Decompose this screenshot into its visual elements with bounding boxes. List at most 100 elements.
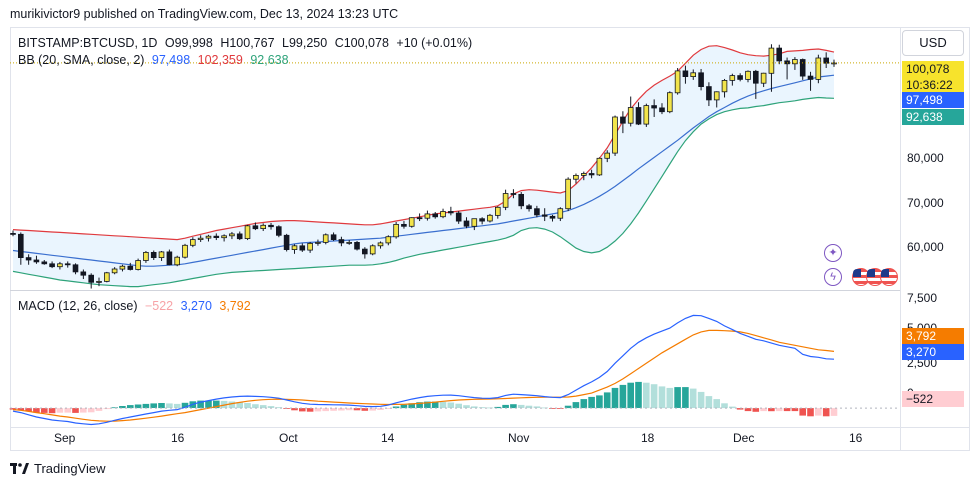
candle-down — [80, 271, 87, 276]
macd-histogram-bar — [666, 387, 674, 409]
change-value: +10 (+0.01%) — [396, 36, 473, 50]
macd-histogram-bar — [127, 405, 134, 409]
candle-up — [487, 214, 493, 222]
candle-up — [721, 80, 728, 93]
candle-up — [307, 242, 313, 251]
macd-histogram-bar — [822, 408, 830, 417]
candle-up — [57, 263, 63, 268]
publisher-line: murikivictor9 published on TradingView.c… — [10, 7, 399, 21]
candle-down — [33, 259, 40, 263]
candle-up — [244, 225, 251, 240]
candle-down — [807, 75, 814, 80]
macd-histogram-bar — [111, 407, 118, 409]
close-label: C — [334, 36, 344, 50]
candle-down — [706, 86, 712, 101]
bb-legend[interactable]: BB (20, SMA, close, 2) 97,498 102,359 92… — [18, 53, 293, 67]
candle-down — [17, 233, 24, 259]
candle-up — [260, 224, 266, 230]
candle-down — [432, 213, 438, 218]
candle-up — [502, 193, 509, 208]
macd-histogram-bar — [744, 408, 752, 412]
macd-signal-tag: 3,792 — [902, 328, 964, 344]
macd-histogram-bar — [439, 401, 447, 408]
macd-histogram-bar — [517, 404, 525, 408]
candle-down — [275, 226, 282, 236]
macd-pane — [9, 314, 838, 426]
time-label-dec: Dec — [733, 431, 755, 445]
candle-up — [408, 217, 415, 227]
candle-up — [158, 251, 165, 258]
macd-histogram-bar — [815, 408, 822, 416]
candle-up — [369, 245, 376, 255]
time-label-oct: Oct — [279, 431, 298, 445]
macd-histogram-bar — [807, 408, 814, 417]
macd-histogram-bar — [674, 387, 681, 408]
bb-upper-line — [12, 45, 835, 241]
macd-histogram-bar — [306, 408, 314, 412]
macd-histogram-bar — [783, 408, 791, 412]
open-label: O — [164, 36, 175, 50]
candle-down — [236, 233, 243, 240]
macd-histogram-bar — [353, 408, 361, 411]
macd-histogram-bar — [64, 408, 71, 413]
lightning-icon[interactable]: ϟ — [824, 268, 842, 286]
candle-down — [518, 193, 524, 207]
macd-histogram-bar — [502, 404, 509, 408]
candle-up — [792, 59, 798, 65]
macd-histogram-bar — [17, 408, 25, 411]
macd-histogram-bar — [471, 406, 478, 408]
price-tick-70000: 70,000 — [907, 196, 944, 210]
macd-histogram-bar — [689, 388, 697, 408]
candle-down — [49, 263, 55, 268]
macd-label: MACD (12, 26, close) — [18, 299, 138, 313]
macd-tick-7500: 7,500 — [907, 291, 938, 305]
macd-histogram-bar — [252, 404, 259, 409]
us-flag-event-icon[interactable] — [880, 268, 898, 286]
currency-button[interactable]: USD — [902, 30, 964, 56]
candle-down — [526, 205, 532, 210]
macd-histogram-bar — [603, 392, 611, 409]
tradingview-logo[interactable]: TradingView — [10, 461, 106, 476]
candle-down — [651, 105, 657, 109]
candle-up — [377, 242, 384, 247]
bb-band-fill — [13, 45, 834, 287]
candle-up — [612, 116, 618, 154]
macd-histogram-bar — [455, 403, 462, 408]
bb-basis-value: 97,498 — [151, 53, 191, 67]
macd-histogram-bar — [166, 403, 173, 408]
macd-histogram-bar — [119, 406, 126, 409]
price-tick-60000: 60,000 — [907, 240, 944, 254]
candle-down — [25, 257, 32, 261]
countdown-value: 10:36:22 — [906, 78, 953, 92]
time-label-sep: Sep — [54, 431, 76, 445]
candle-down — [447, 211, 454, 214]
macd-histogram-bar — [291, 408, 298, 411]
candle-up — [96, 280, 102, 283]
candle-up — [768, 47, 775, 74]
candle-down — [338, 239, 345, 244]
macd-histogram-bar — [408, 403, 415, 409]
macd-histogram-bar — [299, 408, 306, 412]
candle-up — [322, 234, 329, 243]
candle-down — [416, 217, 423, 220]
ideas-icon[interactable]: ✦ — [824, 244, 842, 262]
candle-down — [72, 264, 79, 273]
macd-signal-line — [12, 329, 835, 422]
candle-up — [205, 235, 212, 239]
bb-upper-value: 102,359 — [197, 53, 243, 67]
candle-up — [729, 75, 736, 81]
open-value: 99,998 — [174, 36, 213, 50]
macd-histogram-bar — [619, 384, 627, 409]
macd-histogram-bar — [25, 408, 32, 412]
bb-lower-tag: 92,638 — [902, 109, 964, 125]
macd-legend[interactable]: MACD (12, 26, close) −522 3,270 3,792 — [18, 299, 255, 313]
macd-histogram-bar — [533, 406, 541, 408]
symbol-legend[interactable]: BITSTAMP:BTCUSD, 1D O99,998 H100,767 L99… — [18, 36, 476, 50]
candle-down — [753, 70, 759, 84]
macd-histogram-bar — [697, 391, 705, 408]
price-tick-80000: 80,000 — [907, 151, 944, 165]
macd-histogram-bar — [635, 381, 642, 408]
chart-frame — [10, 27, 970, 451]
pane-separator[interactable] — [10, 290, 900, 291]
